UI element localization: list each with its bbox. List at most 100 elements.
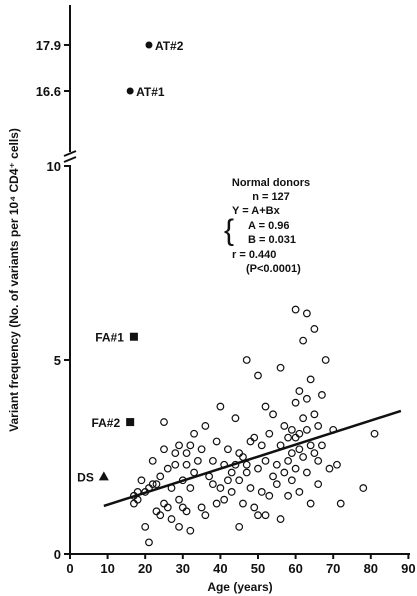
annotation-brace: { [224,214,234,247]
data-point [370,429,379,438]
data-point [299,336,308,345]
data-point [287,449,296,458]
y-tick-label: 5 [54,353,61,368]
data-point [310,410,319,419]
data-point [321,356,330,364]
data-point [220,495,229,504]
data-point [329,425,338,434]
data-point [186,441,195,450]
data-point [137,476,146,485]
special-point-marker [126,87,134,95]
y-tick-label: 10 [47,159,61,174]
data-point [302,309,311,318]
data-point [178,476,187,485]
data-point [310,325,319,333]
data-point [284,433,292,442]
data-point [167,515,176,523]
data-point [276,441,285,450]
data-point [276,515,285,523]
data-point [167,484,176,492]
data-point [276,363,285,372]
y-tick-label: 0 [54,547,61,562]
data-point [261,511,270,520]
special-point-label: DS [77,470,94,484]
data-point [280,422,289,430]
data-point [272,480,281,489]
data-point [314,422,323,430]
data-point [265,429,274,438]
data-point [197,503,206,512]
y-tick-label: 17.9 [36,38,61,53]
data-point [227,488,236,496]
special-point-label: AT#1 [136,85,165,99]
x-tick-label: 30 [176,561,190,576]
data-point [163,464,172,473]
data-point [130,499,138,508]
x-tick-label: 50 [251,561,265,576]
data-point [186,484,195,492]
y-tick-label: 16.6 [36,84,61,99]
data-point [295,445,304,454]
data-point [295,387,304,395]
data-point [306,499,315,508]
data-point [310,449,319,458]
data-point [333,460,341,469]
data-point [359,484,368,492]
data-point [284,456,292,465]
x-tick-label: 90 [401,561,415,576]
regression-line [103,409,402,508]
special-point-label: AT#2 [155,39,184,53]
data-point [175,522,183,531]
data-point [314,456,323,465]
annotation-a: A = 0.96 [248,220,289,232]
data-point [182,507,191,516]
data-point [224,476,232,485]
data-point [160,418,168,426]
data-point [257,441,266,450]
data-point [186,526,195,535]
data-point [193,456,202,465]
special-point-marker [145,41,153,49]
x-tick-label: 20 [138,561,152,576]
y-axis-break-mark [63,150,77,163]
annotation-n: n = 127 [252,191,290,203]
data-point [257,488,266,496]
data-point [242,468,251,477]
data-point [163,503,172,512]
data-point [299,453,308,461]
data-point [250,503,259,512]
data-point [291,398,300,407]
annotation-b: B = 0.031 [248,234,296,246]
data-point [197,445,206,454]
data-point [178,503,187,512]
data-point [141,522,150,531]
data-point [295,488,304,496]
data-point [216,484,225,492]
data-point [284,491,292,500]
data-point [235,522,244,531]
data-point [175,495,183,504]
data-point [291,305,300,314]
y-axis-title: Variant frequency (No. of variants per 1… [7,128,21,432]
data-point [302,468,311,477]
data-point [242,460,251,469]
data-point [287,425,296,434]
data-point [152,507,161,516]
data-point [231,460,240,469]
data-point [171,460,180,469]
data-point [212,437,221,446]
data-point [220,460,229,469]
data-point [261,402,270,411]
data-point [156,511,165,520]
data-point [175,441,183,450]
annotation-heading: Normal donors [232,177,310,189]
data-point [302,394,311,403]
y-axis-ticks: 0 5 10 16.6 17.9 [36,38,70,562]
data-point [239,499,247,508]
data-point [336,499,345,508]
data-point [148,480,157,489]
data-point [190,468,198,477]
data-point [148,456,157,465]
data-point [295,429,304,438]
data-point [133,495,142,504]
